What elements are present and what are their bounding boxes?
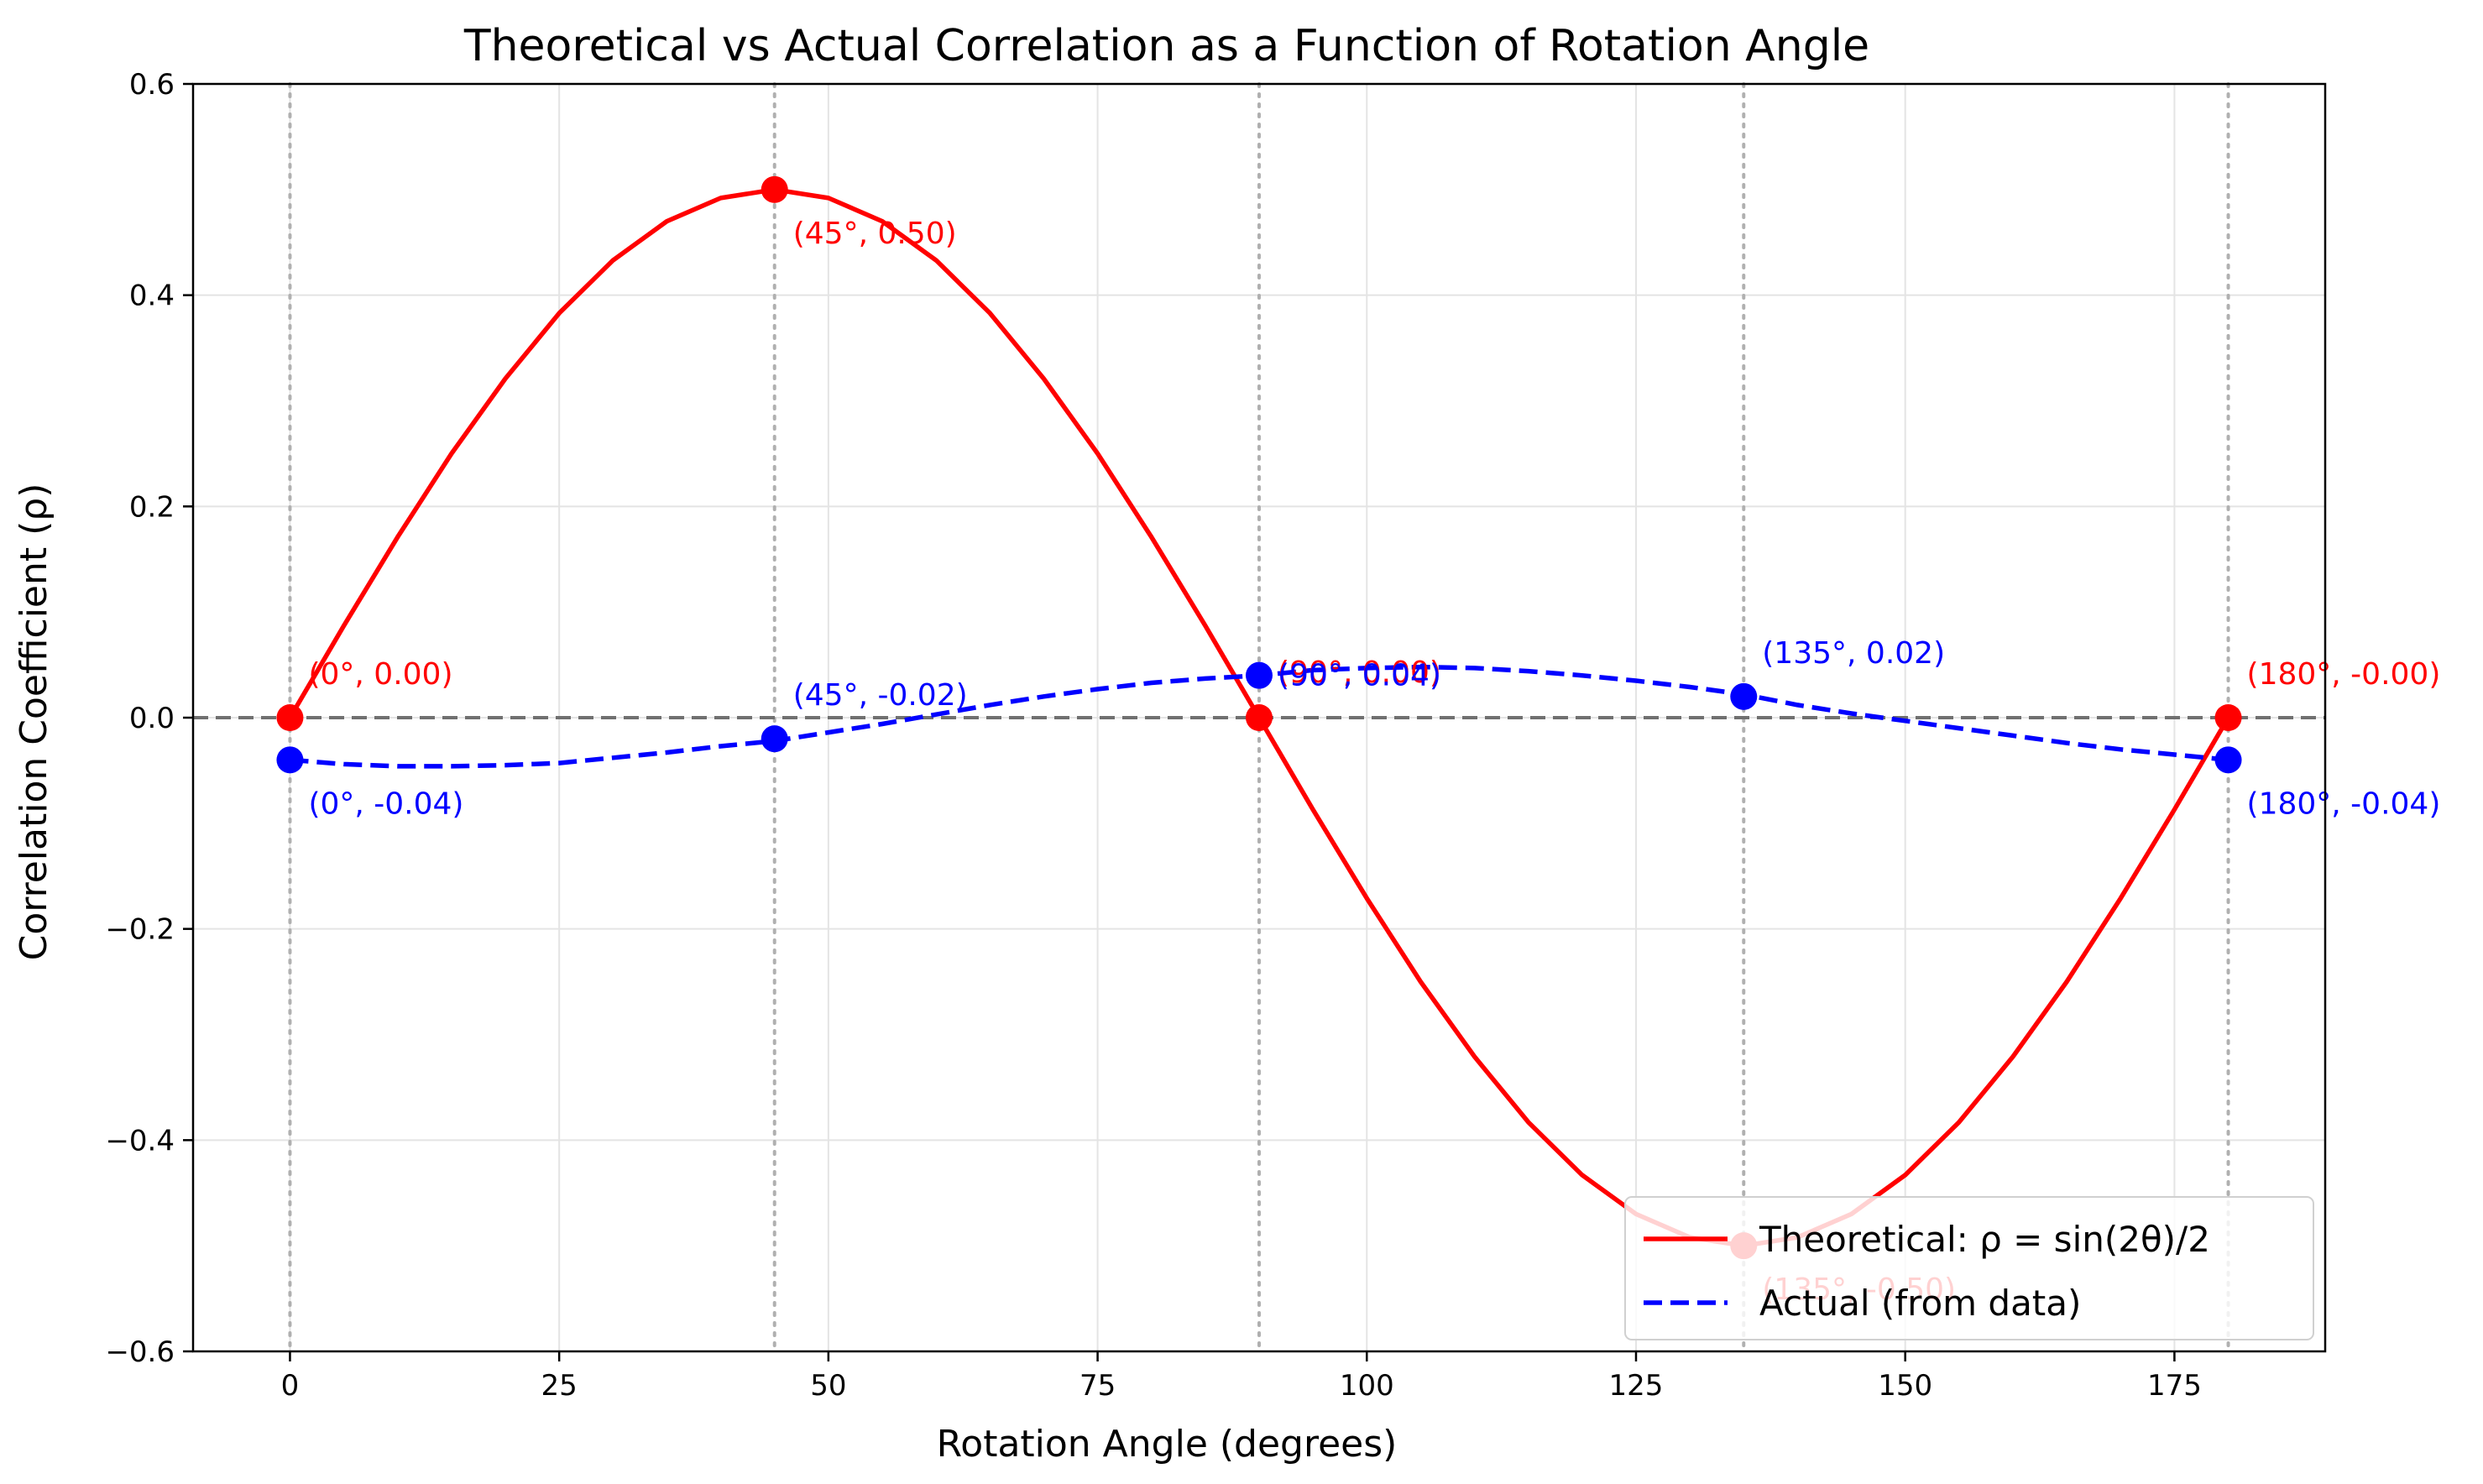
point-annotation: (45°, -0.02): [793, 678, 968, 713]
x-tick-label: 175: [2147, 1369, 2202, 1403]
y-tick-label: 0.2: [129, 490, 175, 524]
point-annotation: (0°, 0.00): [308, 657, 452, 692]
plot-area: (0°, 0.00)(45°, 0.50)(90°, 0.00)(135°, -…: [191, 82, 2440, 1353]
legend: Theoretical: ρ = sin(2θ)/2 Actual (from d…: [1624, 1196, 2314, 1340]
x-tick-label: 50: [810, 1369, 846, 1403]
x-tick-label: 0: [281, 1369, 300, 1403]
actual-point: [2214, 746, 2242, 774]
y-axis-label: Correlation Coefficient (ρ): [13, 483, 55, 961]
point-annotation: (90°, 0.00): [1278, 656, 1441, 690]
actual-point: [761, 725, 788, 753]
point-annotation: (180°, -0.04): [2247, 786, 2441, 821]
y-tick-label: 0.6: [129, 68, 175, 102]
actual-point: [1730, 682, 1758, 710]
y-tick-label: 0.4: [129, 280, 175, 313]
y-axis-ticks: −0.6 −0.4 −0.2 0.0 0.2 0.4 0.6: [105, 68, 193, 1369]
y-tick-label: −0.2: [105, 913, 175, 947]
y-tick-label: −0.6: [105, 1335, 175, 1369]
x-tick-label: 125: [1609, 1369, 1664, 1403]
point-annotation: (180°, -0.00): [2247, 657, 2441, 692]
x-axis-ticks: 0 25 50 75 100 125 150 175: [281, 1351, 2202, 1403]
point-annotation: (0°, -0.04): [308, 786, 463, 821]
point-annotation: (90°, 0.04): [1278, 659, 1441, 693]
theoretical-point: [1246, 704, 1273, 731]
theoretical-point: [276, 704, 304, 731]
x-axis-label: Rotation Angle (degrees): [937, 1423, 1398, 1466]
x-tick-label: 100: [1340, 1369, 1394, 1403]
x-tick-label: 25: [541, 1369, 578, 1403]
actual-point: [1246, 661, 1273, 689]
annotations: (0°, 0.00)(45°, 0.50)(90°, 0.00)(135°, -…: [308, 217, 2440, 1307]
y-tick-label: 0.0: [129, 702, 175, 735]
x-tick-label: 150: [1878, 1369, 1932, 1403]
legend-label: Theoretical: ρ = sin(2θ)/2: [1759, 1219, 2210, 1260]
legend-box: [1624, 1196, 2314, 1340]
theoretical-point: [2214, 704, 2242, 731]
series-markers: [276, 175, 2242, 1260]
theoretical-point: [761, 175, 788, 203]
x-tick-label: 75: [1079, 1369, 1116, 1403]
point-annotation: (45°, 0.50): [793, 217, 957, 251]
y-tick-label: −0.4: [105, 1124, 175, 1157]
chart-title: Theoretical vs Actual Correlation as a F…: [463, 21, 1869, 71]
actual-point: [276, 746, 304, 774]
point-annotation: (135°, 0.02): [1762, 636, 1945, 671]
legend-label: Actual (from data): [1759, 1283, 2081, 1324]
